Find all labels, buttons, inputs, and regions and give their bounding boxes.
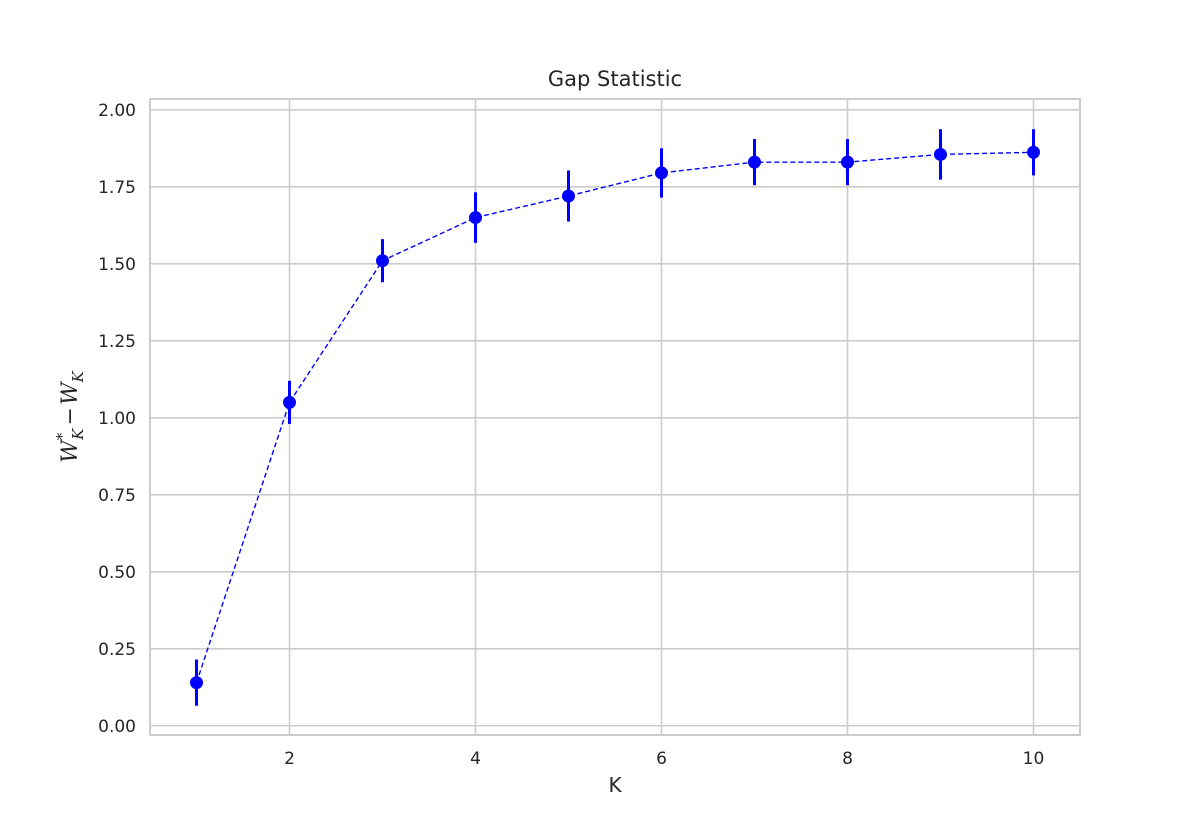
y-tick-label: 1.75 [98,178,136,198]
x-tick-label: 4 [470,749,481,769]
y-label-base-2: W [58,380,83,405]
data-point [376,254,389,268]
y-label-minus: − [58,407,83,425]
y-label-star: * [53,432,71,440]
y-label-sub-1: K [69,428,87,441]
data-point [934,147,947,161]
y-tick-label: 1.50 [98,255,136,275]
y-axis-label: W*K−WK [53,370,87,462]
y-tick-label: 1.00 [98,409,136,429]
y-label-base-1: W [58,438,83,463]
series-layer [190,129,1040,706]
x-tick-label: 8 [842,749,853,769]
x-tick-label: 2 [284,749,295,769]
data-point [655,166,668,180]
series-line [195,151,1034,683]
data-point [841,155,854,169]
y-tick-label: 0.25 [98,640,136,660]
y-tick-label: 1.25 [98,332,136,352]
y-tick-label: 0.50 [98,563,136,583]
x-axis-label: K [608,773,622,797]
data-point [562,189,575,203]
chart-title: Gap Statistic [548,67,682,91]
tick-layer: 0.00 0.25 0.50 0.75 1.00 1.25 1.50 1.75 2.00 2 4 6 8… [98,101,1044,769]
y-label-sub-2: K [69,370,87,383]
data-point [190,676,203,690]
data-point [469,211,482,225]
y-tick-label: 0.75 [98,486,136,506]
x-tick-label: 6 [656,749,667,769]
plot-frame [149,98,1081,736]
y-tick-label: 0.00 [98,717,136,737]
x-tick-label: 10 [1023,749,1045,769]
data-point [748,155,761,169]
data-point [283,395,296,409]
data-point [1027,145,1040,159]
y-tick-label: 2.00 [98,101,136,121]
